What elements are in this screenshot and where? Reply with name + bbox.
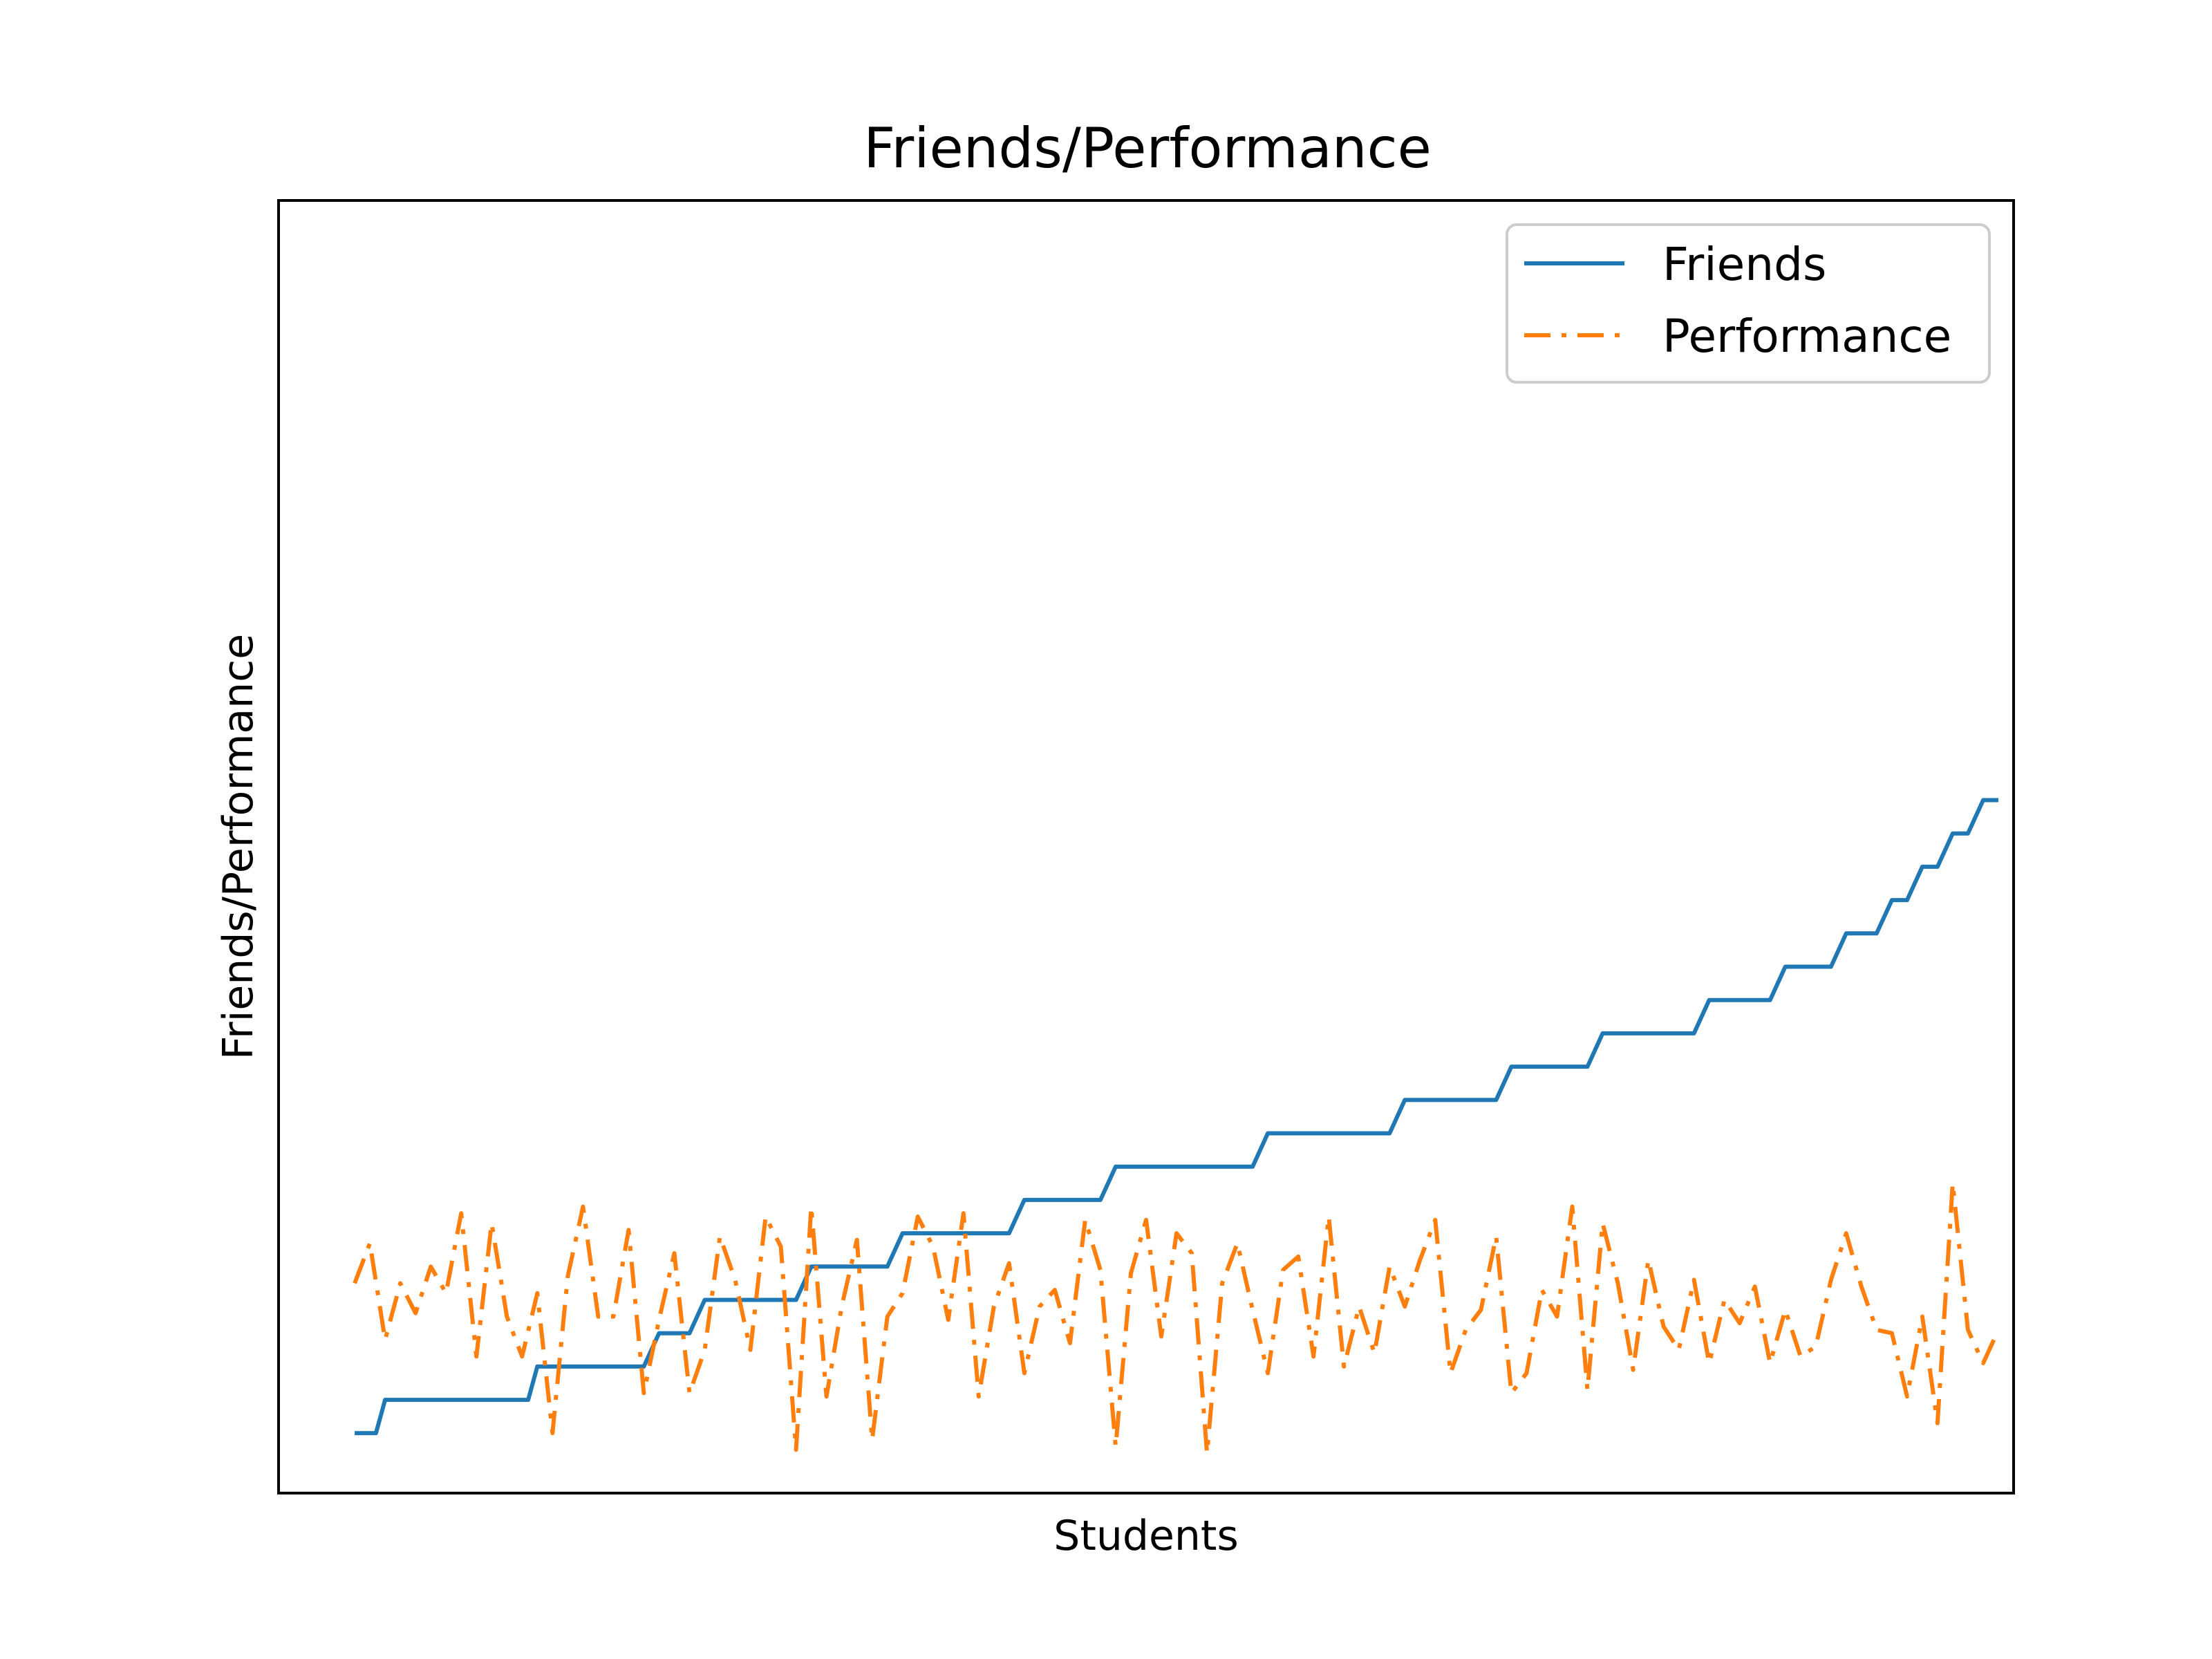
plot-background xyxy=(279,200,2014,1493)
chart-title: Friends/Performance xyxy=(863,116,1432,180)
x-axis-label: Students xyxy=(1053,1512,1238,1560)
plot-frame xyxy=(277,199,2015,1494)
legend-label-friends: Friends xyxy=(1662,238,1826,291)
series-layer xyxy=(353,798,2000,1456)
plot-area xyxy=(277,199,2015,1494)
series-line-friends xyxy=(355,798,1998,1436)
legend-box xyxy=(1506,223,1991,384)
y-axis-label: Friends/Performance xyxy=(214,634,263,1060)
legend-label-performance: Performance xyxy=(1662,310,1951,363)
series-line-performance xyxy=(353,1181,2000,1456)
legend: Friends Performance xyxy=(1506,223,1991,384)
